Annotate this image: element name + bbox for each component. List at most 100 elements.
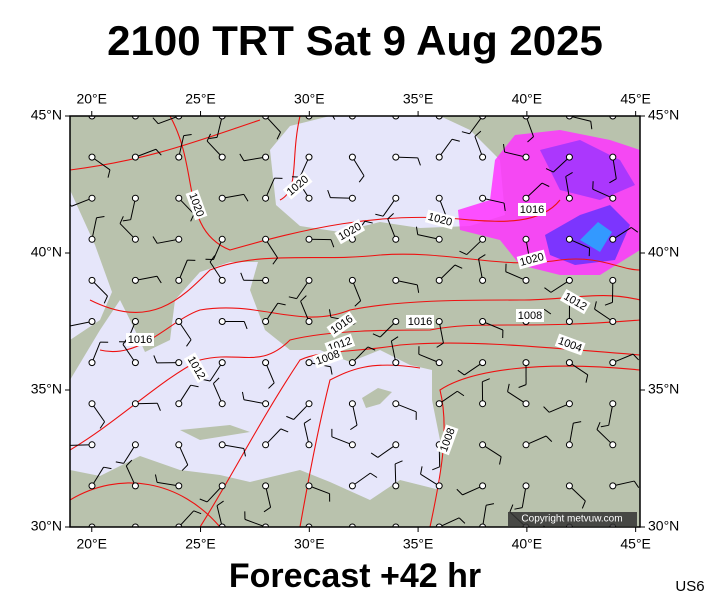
lat-label: 35°N [31,381,62,397]
station [89,360,95,366]
station [523,236,529,242]
station [393,319,399,325]
station [219,483,225,489]
station [89,277,95,283]
station [523,195,529,201]
lat-label: 40°N [31,244,62,260]
station [610,277,616,283]
station [436,401,442,407]
station [176,277,182,283]
station [480,277,486,283]
station [306,483,312,489]
lon-label: 30°E [294,536,325,552]
station [263,319,269,325]
lon-label: 20°E [76,536,107,552]
station [566,195,572,201]
station [176,195,182,201]
station [566,442,572,448]
station [263,442,269,448]
station [610,236,616,242]
station [306,319,312,325]
station [480,360,486,366]
station [306,401,312,407]
station [176,442,182,448]
lon-label: 25°E [185,536,216,552]
station [219,277,225,283]
station [349,483,355,489]
station [89,236,95,242]
station [132,236,138,242]
station [480,195,486,201]
station [393,401,399,407]
station [523,401,529,407]
station [393,195,399,201]
isobar-label: 1016 [126,333,154,346]
lat-label: 30°N [648,518,679,534]
station [610,154,616,160]
isobar-label-text: 1016 [408,316,432,328]
station [263,195,269,201]
lon-label: 35°E [403,91,434,107]
lon-label: 45°E [620,91,651,107]
station [219,195,225,201]
station [263,401,269,407]
station [132,483,138,489]
station [263,483,269,489]
station [480,442,486,448]
station [523,442,529,448]
station [132,319,138,325]
station [263,360,269,366]
station [306,154,312,160]
station [566,236,572,242]
forecast-label: Forecast +42 hr [229,557,481,595]
station [132,401,138,407]
station [219,360,225,366]
station [132,277,138,283]
lat-label: 45°N [648,107,679,123]
lon-label: 40°E [512,536,543,552]
station [480,154,486,160]
station [523,277,529,283]
station [610,195,616,201]
station [219,319,225,325]
station [306,277,312,283]
station [349,442,355,448]
lon-label: 25°E [185,91,216,107]
station [566,483,572,489]
station [176,401,182,407]
station [393,442,399,448]
station [566,319,572,325]
station [219,154,225,160]
station [436,360,442,366]
model-code: US6 [675,578,704,595]
lon-label: 20°E [76,91,107,107]
station [89,154,95,160]
station [219,401,225,407]
isobar-label: 1016 [406,315,434,328]
station [480,319,486,325]
station [436,195,442,201]
station [349,154,355,160]
station [89,319,95,325]
station [480,401,486,407]
station [263,236,269,242]
title: 2100 TRT Sat 9 Aug 2025 [107,17,603,64]
lat-label: 40°N [648,244,679,260]
station [566,154,572,160]
station [393,360,399,366]
station [306,236,312,242]
station [219,442,225,448]
station [566,360,572,366]
lon-label: 30°E [294,91,325,107]
station [523,483,529,489]
station [132,442,138,448]
station [610,483,616,489]
station [132,195,138,201]
station [436,483,442,489]
station [610,360,616,366]
station [393,277,399,283]
isobar-label-text: 1016 [128,334,152,346]
station [349,360,355,366]
station [132,154,138,160]
